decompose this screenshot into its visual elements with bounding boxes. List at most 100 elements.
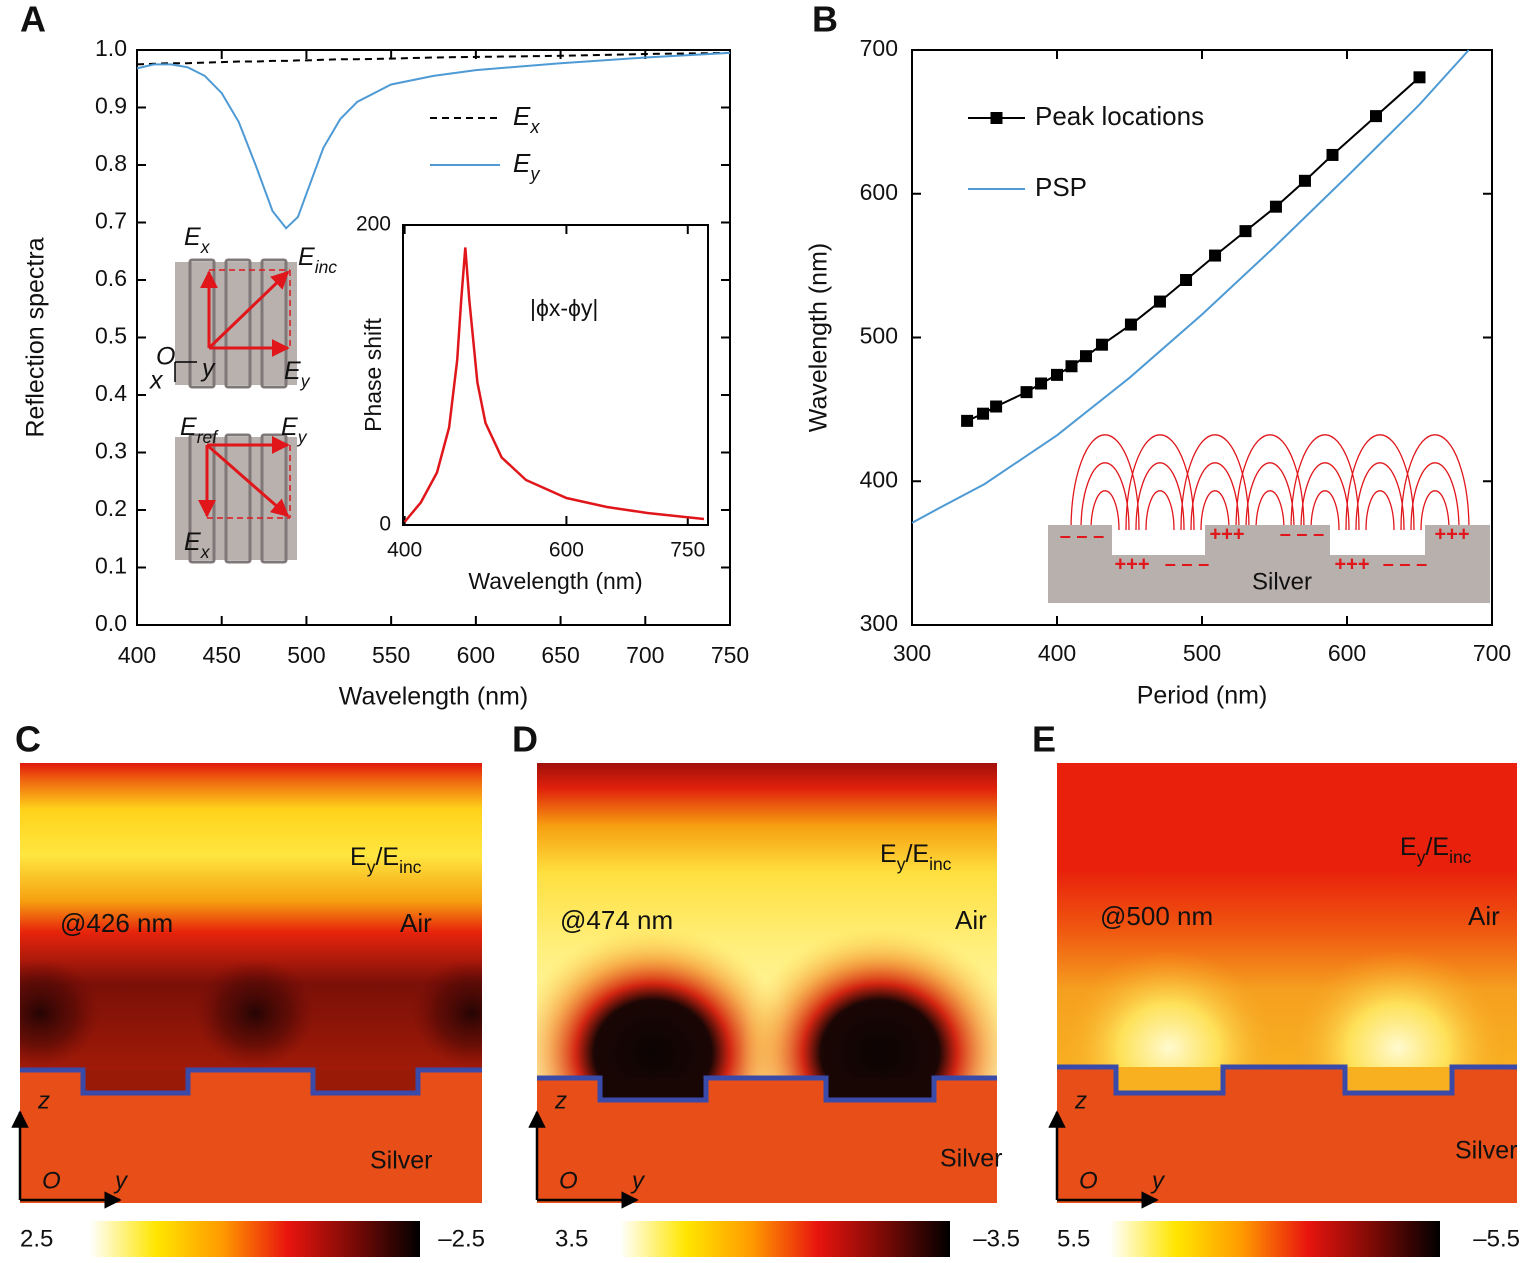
x-tick-label: 750 bbox=[670, 539, 705, 562]
marker bbox=[990, 400, 1003, 413]
x-tick-label: 400 bbox=[387, 539, 422, 562]
marker bbox=[1180, 274, 1193, 286]
grating-ridge bbox=[260, 258, 288, 389]
field-map bbox=[20, 763, 482, 1203]
material-label: Silver bbox=[1252, 568, 1312, 595]
charge-label: – – – bbox=[1280, 523, 1324, 545]
wavelength-label: @500 nm bbox=[1100, 901, 1213, 931]
region-label: Air bbox=[1468, 901, 1500, 931]
y-tick-label: 400 bbox=[860, 466, 898, 492]
groove-field bbox=[83, 1070, 188, 1093]
colorbar-label: 3.5 bbox=[555, 1225, 588, 1252]
charge-label: +++ bbox=[1434, 523, 1469, 545]
groove-field bbox=[600, 1078, 706, 1100]
legend-label: Ex bbox=[513, 101, 540, 137]
field-line bbox=[1420, 490, 1450, 531]
grating-block bbox=[175, 437, 297, 560]
x-axis-label: Period (nm) bbox=[1137, 682, 1268, 710]
field-line bbox=[1235, 434, 1305, 531]
wavelength-label: @474 nm bbox=[560, 905, 673, 935]
grating-ridge bbox=[224, 258, 252, 389]
field-lobe bbox=[195, 959, 315, 1067]
legend-marker bbox=[990, 112, 1003, 124]
field-line bbox=[1410, 462, 1460, 531]
x-tick-label: 550 bbox=[372, 642, 410, 668]
legend-label: Ey bbox=[513, 148, 541, 184]
y-tick-label: 300 bbox=[860, 610, 898, 636]
field-line bbox=[1180, 434, 1250, 531]
marker bbox=[1065, 360, 1078, 373]
field-label: Ey/Einc bbox=[1400, 833, 1472, 867]
axis-glyph-label: z bbox=[37, 1087, 50, 1114]
field-line bbox=[1190, 462, 1240, 531]
field-line bbox=[1290, 434, 1360, 531]
legend-label: Peak locations bbox=[1035, 101, 1204, 131]
groove-field bbox=[826, 1078, 934, 1100]
marker bbox=[1051, 368, 1063, 381]
grating-ridge bbox=[188, 258, 216, 389]
axis-glyph-label: O bbox=[42, 1167, 61, 1194]
marker bbox=[961, 414, 974, 427]
y-tick-label: 0.4 bbox=[95, 380, 127, 406]
x-axis-label: Wavelength (nm) bbox=[339, 683, 528, 711]
marker bbox=[1153, 295, 1166, 308]
x-tick-label: 500 bbox=[287, 642, 325, 668]
marker bbox=[1370, 110, 1382, 123]
axis-glyph-label: y bbox=[630, 1167, 646, 1194]
groove-field bbox=[313, 1070, 418, 1093]
y-axis-label: Phase shift bbox=[360, 318, 386, 432]
y-tick-label: 0.7 bbox=[95, 208, 127, 234]
x-tick-label: 500 bbox=[1183, 640, 1221, 666]
marker bbox=[1080, 350, 1092, 363]
diagram-label: y bbox=[200, 355, 216, 383]
y-tick-label: 1.0 bbox=[95, 35, 127, 61]
colorbar-label: –2.5 bbox=[438, 1225, 485, 1252]
marker bbox=[1239, 225, 1252, 238]
field-line bbox=[1355, 462, 1405, 531]
x-tick-label: 400 bbox=[1038, 640, 1076, 666]
y-tick-label: 0 bbox=[379, 513, 391, 536]
region-label: Silver bbox=[1455, 1137, 1518, 1165]
diagram-label: x bbox=[149, 367, 164, 395]
charge-label: +++ bbox=[1209, 523, 1244, 545]
panel-letter: B bbox=[812, 0, 838, 40]
axis-glyph-label: y bbox=[113, 1167, 129, 1194]
colorbar bbox=[1110, 1221, 1440, 1257]
x-tick-label: 300 bbox=[893, 640, 931, 666]
colorbar-label: –3.5 bbox=[973, 1225, 1020, 1252]
y-tick-label: 600 bbox=[860, 179, 898, 205]
series-line bbox=[403, 247, 705, 523]
charge-label: – – – bbox=[1060, 525, 1104, 547]
x-tick-label: 700 bbox=[626, 642, 664, 668]
y-tick-label: 200 bbox=[356, 213, 391, 236]
axis-glyph-label: y bbox=[1150, 1167, 1166, 1194]
field-line bbox=[1090, 490, 1120, 531]
field-line bbox=[1145, 490, 1175, 531]
annotation: |ϕx-ϕy| bbox=[530, 295, 598, 321]
marker bbox=[1269, 200, 1282, 213]
grating-ridge bbox=[188, 433, 216, 564]
y-tick-label: 500 bbox=[860, 323, 898, 349]
y-tick-label: 0.6 bbox=[95, 265, 127, 291]
panel-letter: A bbox=[20, 0, 46, 40]
field-line bbox=[1365, 490, 1395, 531]
groove-field bbox=[1116, 1067, 1223, 1093]
field-arrow bbox=[206, 443, 290, 518]
field-map bbox=[1057, 763, 1517, 1203]
charge-inset: – – –+++ – – –+++ – – –+++ – – –+++Silver bbox=[1048, 434, 1490, 603]
polarization-diagrams: Ex Einc O y x Ey Eref Ey Ex bbox=[149, 223, 337, 564]
x-tick-label: 650 bbox=[541, 642, 579, 668]
field-label: Ey/Einc bbox=[350, 843, 422, 877]
field-line bbox=[1070, 434, 1140, 531]
y-tick-label: 0.8 bbox=[95, 150, 127, 176]
field-arrow bbox=[207, 270, 290, 350]
colorbar bbox=[90, 1221, 420, 1257]
axis-glyph-label: z bbox=[554, 1087, 567, 1114]
field-line bbox=[1310, 490, 1340, 531]
y-tick-label: 0.0 bbox=[95, 610, 127, 636]
groove-field bbox=[1345, 1067, 1452, 1093]
diagram-label: Ex bbox=[184, 223, 211, 257]
region-label: Air bbox=[955, 905, 987, 935]
x-tick-label: 600 bbox=[549, 539, 584, 562]
